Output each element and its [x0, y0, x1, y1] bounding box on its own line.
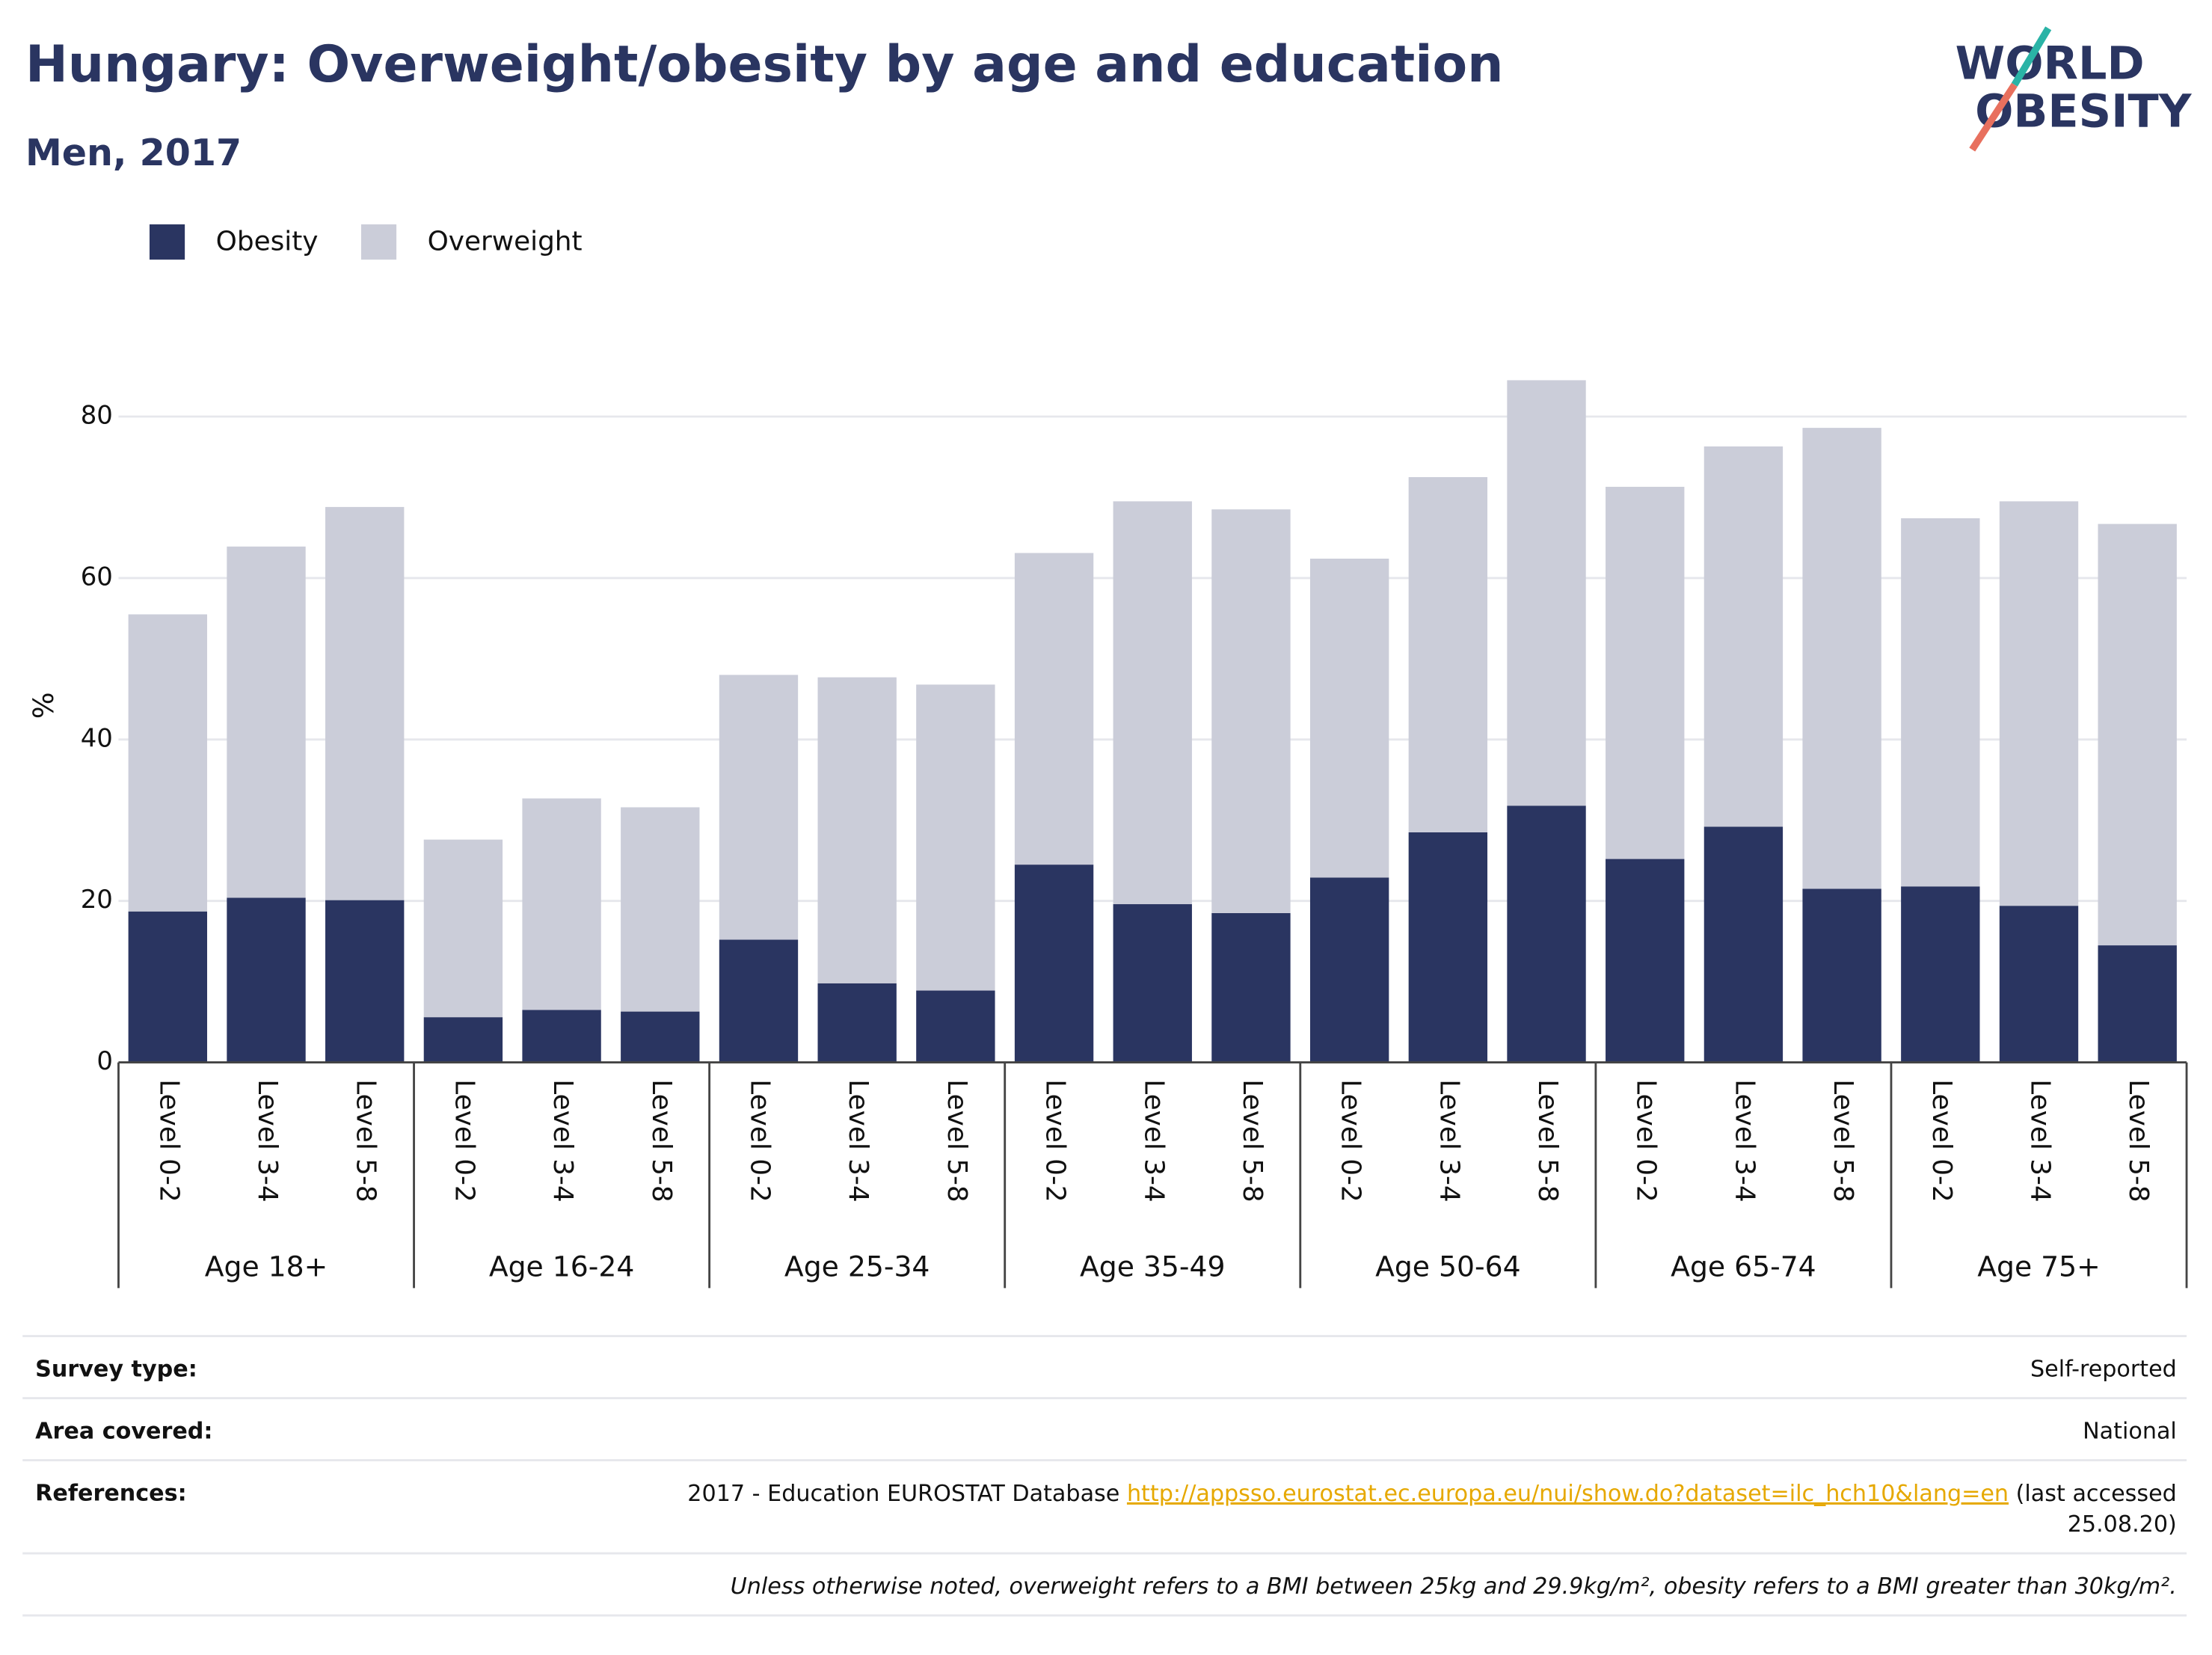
- x-tick-label: Level 5-8: [1237, 1079, 1268, 1202]
- bar-segment: [1802, 888, 1881, 1063]
- bar-segment: [1802, 428, 1881, 889]
- bar-segment: [1309, 558, 1389, 878]
- legend-label: Overweight: [428, 227, 583, 257]
- bar-segment: [1507, 805, 1586, 1063]
- legend-label: Obesity: [216, 227, 319, 257]
- bar-segment: [1408, 476, 1488, 832]
- bar-segment: [621, 807, 700, 1012]
- chart-subtitle: Men, 2017: [25, 131, 242, 174]
- bar-segment: [423, 1017, 503, 1063]
- group-label: Age 16-24: [489, 1250, 635, 1283]
- x-tick-label: Level 3-4: [843, 1079, 873, 1202]
- bar-segment: [1606, 859, 1685, 1063]
- group-label: Age 25-34: [784, 1250, 930, 1283]
- x-tick-label: Level 3-4: [1434, 1079, 1464, 1202]
- bar-segment: [2098, 523, 2177, 946]
- y-tick-label: 80: [81, 401, 113, 431]
- x-tick-label: Level 3-4: [1138, 1079, 1169, 1202]
- bar-segment: [1703, 826, 1784, 1063]
- group-label: Age 75+: [1977, 1250, 2101, 1283]
- bar-segment: [1211, 912, 1291, 1063]
- logo-slash: [2011, 26, 2052, 87]
- bar-segment: [1999, 501, 2079, 906]
- x-tick-label: Level 0-2: [153, 1079, 184, 1202]
- x-tick-label: Level 5-8: [646, 1079, 677, 1202]
- footer-label: Area covered:: [35, 1418, 212, 1444]
- y-tick-label: 20: [81, 885, 113, 915]
- footer-value: National: [2083, 1418, 2177, 1444]
- y-tick-label: 60: [81, 562, 113, 592]
- bar-segment: [1014, 865, 1094, 1063]
- bar-segment: [1211, 509, 1291, 913]
- footer-label: Survey type:: [35, 1356, 197, 1382]
- bar-segment: [325, 506, 405, 900]
- y-tick-label: 40: [81, 723, 113, 753]
- x-tick-label: Level 3-4: [252, 1079, 283, 1202]
- bar-segment: [1999, 906, 2079, 1063]
- footer-label: References:: [35, 1480, 186, 1506]
- bar-segment: [817, 983, 897, 1063]
- bar-segment: [916, 990, 995, 1063]
- x-tick-label: Level 0-2: [1926, 1079, 1957, 1202]
- group-label: Age 65-74: [1671, 1250, 1816, 1283]
- x-tick-label: Level 0-2: [1631, 1079, 1662, 1202]
- bar-segment: [1901, 886, 1980, 1063]
- references-text: 2017 - Education EUROSTAT Database http:…: [687, 1480, 2177, 1506]
- logo-slash: [1969, 82, 2018, 152]
- x-tick-label: Level 3-4: [547, 1079, 578, 1202]
- x-tick-label: Level 0-2: [1040, 1079, 1071, 1202]
- footer-value: Self-reported: [2030, 1356, 2177, 1382]
- x-tick-label: Level 5-8: [1828, 1079, 1858, 1202]
- bar-segment: [1113, 904, 1192, 1063]
- logo-text: WORLD: [1956, 37, 2145, 90]
- x-tick-label: Level 5-8: [351, 1079, 381, 1202]
- bar-segment: [621, 1011, 700, 1063]
- bar-segment: [128, 911, 207, 1063]
- legend-swatch: [360, 224, 397, 260]
- group-label: Age 18+: [205, 1250, 328, 1283]
- x-tick-label: Level 5-8: [941, 1079, 972, 1202]
- bar-segment: [817, 677, 897, 983]
- bar-segment: [1901, 518, 1980, 887]
- legend-swatch: [149, 224, 185, 260]
- bar-segment: [227, 546, 306, 898]
- bar-segment: [423, 839, 503, 1018]
- reference-source: 2017 - Education EUROSTAT Database: [687, 1480, 1119, 1506]
- bar-segment: [227, 897, 306, 1063]
- bar-segment: [719, 675, 799, 940]
- reference-accessed: 25.08.20): [2068, 1511, 2177, 1538]
- x-tick-label: Level 3-4: [2025, 1079, 2056, 1202]
- x-tick-label: Level 0-2: [744, 1079, 775, 1202]
- bar-segment: [1408, 832, 1488, 1063]
- group-label: Age 35-49: [1080, 1250, 1226, 1283]
- bar-segment: [916, 684, 995, 991]
- bar-segment: [1309, 877, 1389, 1063]
- bar-segment: [1703, 446, 1784, 827]
- chart-title: Hungary: Overweight/obesity by age and e…: [25, 35, 1504, 94]
- reference-link[interactable]: http://appsso.eurostat.ec.europa.eu/nui/…: [1127, 1480, 2009, 1506]
- bar-segment: [1606, 486, 1685, 859]
- x-tick-label: Level 3-4: [1729, 1079, 1760, 1202]
- bar-segment: [522, 798, 601, 1010]
- bar-segment: [1113, 501, 1192, 905]
- group-label: Age 50-64: [1375, 1250, 1521, 1283]
- bar-segment: [719, 939, 799, 1063]
- y-axis-label: %: [27, 692, 60, 719]
- bar-segment: [522, 1010, 601, 1063]
- x-tick-label: Level 0-2: [1336, 1079, 1366, 1202]
- bar-segment: [2098, 945, 2177, 1063]
- x-tick-label: Level 5-8: [2123, 1079, 2154, 1202]
- y-tick-label: 0: [96, 1046, 113, 1076]
- x-tick-label: Level 5-8: [1532, 1079, 1563, 1202]
- bar-segment: [1507, 380, 1586, 806]
- reference-accessed: (last accessed: [2016, 1480, 2177, 1506]
- bar-segment: [1014, 553, 1094, 865]
- bar-segment: [325, 900, 405, 1063]
- x-tick-label: Level 0-2: [449, 1079, 479, 1202]
- footnote: Unless otherwise noted, overweight refer…: [731, 1573, 2177, 1600]
- bar-segment: [128, 614, 207, 912]
